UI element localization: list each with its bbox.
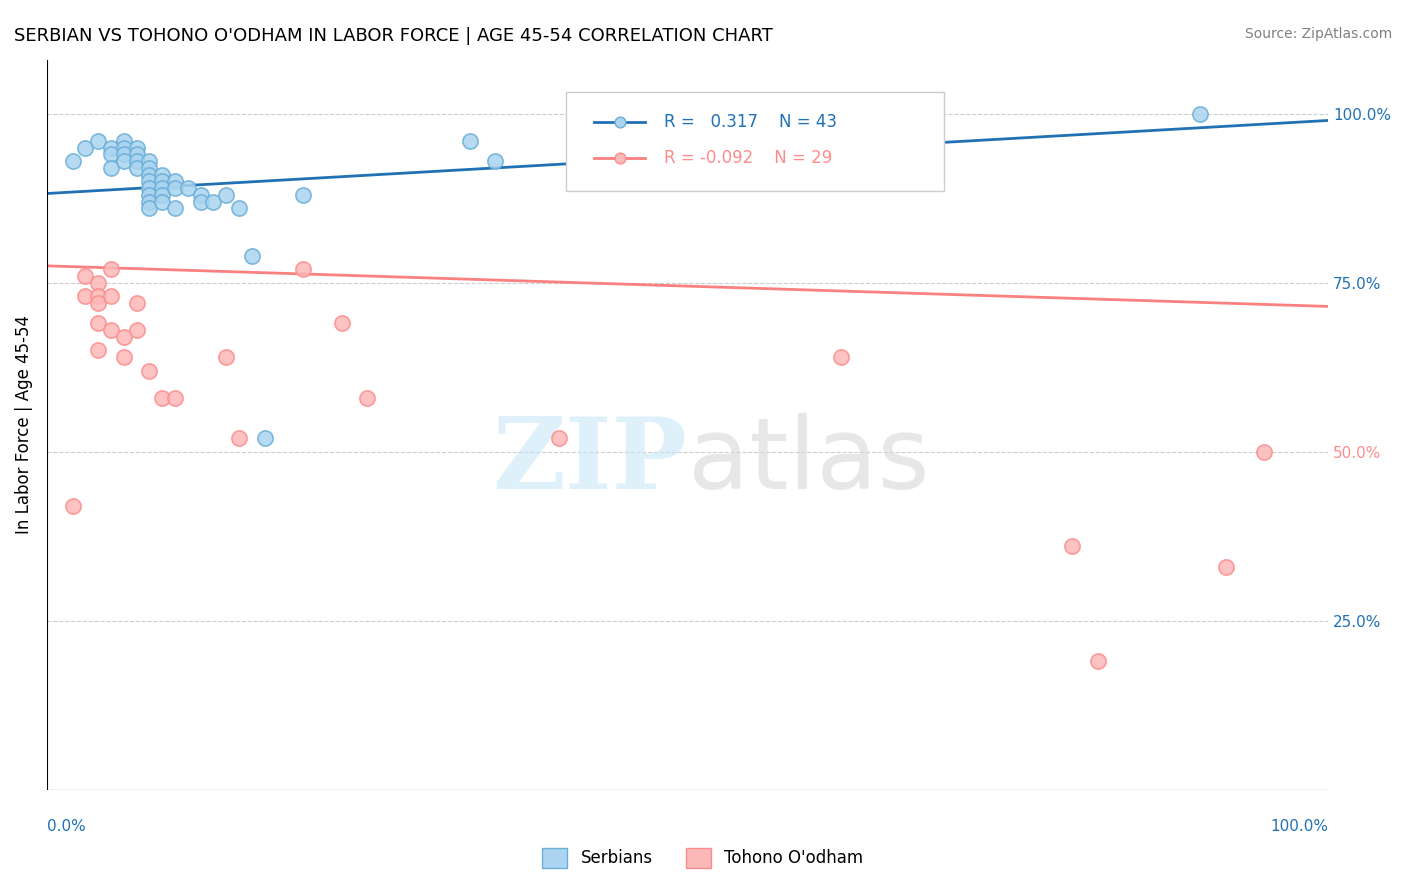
Text: 0.0%: 0.0% [46,819,86,834]
Point [87,343,110,358]
Point [240,249,263,263]
Point [215,187,238,202]
Point [125,296,148,310]
Point [87,289,110,303]
Point [112,154,135,169]
Point [458,134,481,148]
Point [253,431,276,445]
Point [125,140,148,154]
Point [87,316,110,330]
Point [100,289,122,303]
Point [330,316,353,330]
Point [138,364,160,378]
Point [125,161,148,175]
Point [163,181,186,195]
Point [112,350,135,364]
Point [609,198,631,212]
Point [138,161,160,175]
Legend: Serbians, Tohono O'odham: Serbians, Tohono O'odham [536,841,870,875]
Point [215,350,238,364]
Point [75,289,97,303]
Point [1253,445,1275,459]
Point [125,147,148,161]
Point [100,147,122,161]
Point [163,202,186,216]
Point [150,194,173,209]
Point [62,154,84,169]
Point [138,194,160,209]
Text: ZIP: ZIP [492,413,688,510]
Point [163,174,186,188]
FancyBboxPatch shape [565,93,943,191]
Point [112,134,135,148]
Point [125,154,148,169]
Point [112,330,135,344]
Text: 100.0%: 100.0% [1270,819,1329,834]
Point [138,154,160,169]
Point [100,161,122,175]
Point [87,276,110,290]
Point [292,262,315,277]
Point [484,154,506,169]
Point [138,202,160,216]
Point [75,140,97,154]
Point [100,140,122,154]
Point [228,431,250,445]
Point [190,187,212,202]
Point [138,168,160,182]
Text: SERBIAN VS TOHONO O'ODHAM IN LABOR FORCE | AGE 45-54 CORRELATION CHART: SERBIAN VS TOHONO O'ODHAM IN LABOR FORCE… [14,27,773,45]
Y-axis label: In Labor Force | Age 45-54: In Labor Force | Age 45-54 [15,315,32,534]
Point [202,194,225,209]
Point [112,147,135,161]
Point [87,296,110,310]
Point [163,391,186,405]
Point [609,164,631,178]
Point [75,268,97,283]
Point [177,181,200,195]
Point [138,174,160,188]
Text: R = -0.092    N = 29: R = -0.092 N = 29 [665,149,832,167]
Point [100,323,122,337]
Point [548,431,571,445]
Point [356,391,378,405]
Text: Source: ZipAtlas.com: Source: ZipAtlas.com [1244,27,1392,41]
Point [1188,106,1211,120]
Point [150,391,173,405]
Point [138,181,160,195]
Point [100,262,122,277]
Point [1087,655,1109,669]
Point [125,323,148,337]
Point [112,140,135,154]
Point [138,187,160,202]
Point [150,181,173,195]
Point [150,187,173,202]
Point [1215,559,1237,574]
Point [741,106,763,120]
Text: atlas: atlas [688,413,929,510]
Point [62,499,84,513]
Point [150,168,173,182]
Point [150,174,173,188]
Text: R =   0.317    N = 43: R = 0.317 N = 43 [665,112,838,130]
Point [292,187,315,202]
Point [1060,540,1083,554]
Point [87,134,110,148]
Point [830,350,852,364]
Point [190,194,212,209]
Point [228,202,250,216]
